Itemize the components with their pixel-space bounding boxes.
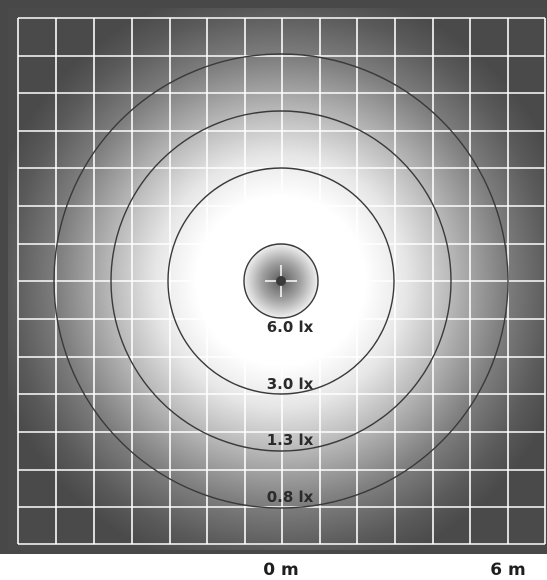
isolux-contour — [167, 167, 395, 395]
contour-label: 3.0 lx — [267, 375, 314, 393]
contour-label: 6.0 lx — [267, 318, 314, 336]
axis-end-label: 6 m — [490, 560, 526, 580]
isolux-plot: 6.0 lx 3.0 lx 1.3 lx 0.8 lx — [0, 0, 547, 554]
contour-label: 1.3 lx — [267, 431, 314, 449]
luminaire-position-marker — [276, 276, 286, 286]
isolux-contour — [243, 243, 319, 319]
contour-label: 0.8 lx — [267, 488, 314, 506]
isolux-contour — [110, 110, 452, 452]
axis-origin-label: 0 m — [263, 560, 299, 580]
isolux-contours: 6.0 lx 3.0 lx 1.3 lx 0.8 lx — [53, 53, 509, 509]
isolux-contour — [53, 53, 509, 509]
